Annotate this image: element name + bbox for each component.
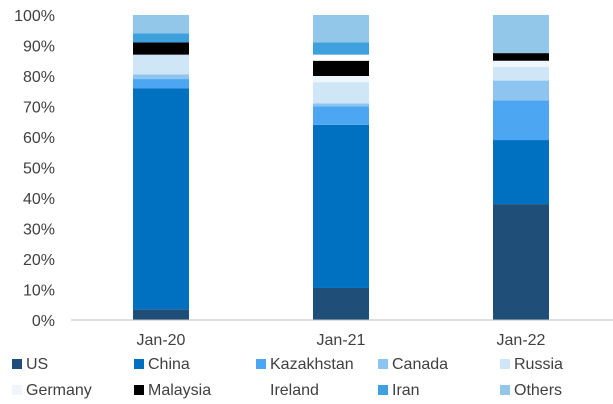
- legend-swatch: [378, 359, 388, 369]
- y-tick-label: 0%: [32, 313, 55, 330]
- legend-label: Malaysia: [148, 382, 211, 399]
- bar-segment-china: [493, 140, 549, 205]
- legend-swatch: [12, 359, 22, 369]
- bar-segment-us: [133, 309, 189, 320]
- y-tick-label: 50%: [23, 161, 55, 178]
- bar-segment-others: [133, 15, 189, 34]
- legend-item-others: Others: [500, 382, 562, 399]
- y-tick-label: 40%: [23, 191, 55, 208]
- bar-segment-others: [313, 15, 369, 43]
- bar-segment-us: [493, 204, 549, 320]
- legend-label: China: [148, 356, 190, 373]
- legend-item-malaysia: Malaysia: [134, 382, 211, 399]
- legend-swatch: [12, 385, 22, 395]
- bar-segment-ireland: [313, 54, 369, 61]
- bar-stack: [133, 15, 189, 320]
- bar-segment-canada: [133, 74, 189, 80]
- x-tick-label: Jan-21: [317, 332, 366, 349]
- bar-segment-kazakhstan: [493, 100, 549, 141]
- legend-swatch: [134, 385, 144, 395]
- bar-segment-malaysia: [313, 60, 369, 76]
- y-tick-label: 30%: [23, 222, 55, 239]
- legend-label: Russia: [514, 356, 563, 373]
- bar-segment-germany: [313, 76, 369, 83]
- y-tick-label: 80%: [23, 69, 55, 86]
- bar-segment-us: [313, 287, 369, 320]
- legend-label: Kazakhstan: [270, 356, 354, 373]
- legend-label: Canada: [392, 356, 448, 373]
- bar-segment-kazakhstan: [133, 79, 189, 89]
- bar-segment-germany: [493, 60, 549, 67]
- bar-segment-iran: [313, 42, 369, 55]
- legend-item-germany: Germany: [12, 382, 92, 399]
- y-axis: 0% 10% 20% 30% 40% 50% 60% 70% 80% 90% 100%: [14, 8, 55, 330]
- x-tick-label: Jan-20: [137, 332, 186, 349]
- bar-segment-canada: [313, 103, 369, 107]
- y-tick-label: 70%: [23, 100, 55, 117]
- legend-item-russia: Russia: [500, 356, 563, 373]
- legend: US China Kazakhstan Canada Russia Germany Mala…: [12, 356, 563, 399]
- legend-item-us: US: [12, 356, 48, 373]
- x-tick-label: Jan-22: [497, 332, 546, 349]
- bar-segment-canada: [493, 80, 549, 101]
- bar-segment-kazakhstan: [313, 106, 369, 125]
- legend-item-china: China: [134, 356, 190, 373]
- legend-item-ireland: Ireland: [256, 382, 319, 399]
- legend-item-canada: Canada: [378, 356, 448, 373]
- x-axis: Jan-20 Jan-21 Jan-22: [137, 332, 546, 349]
- bar-segment-russia: [493, 66, 549, 81]
- legend-label: Germany: [26, 382, 92, 399]
- bar-segment-others: [493, 15, 549, 54]
- legend-label: Ireland: [270, 382, 319, 399]
- legend-swatch: [500, 359, 510, 369]
- y-tick-label: 60%: [23, 130, 55, 147]
- bar-stack: [313, 15, 369, 320]
- y-tick-label: 100%: [14, 8, 55, 25]
- legend-swatch: [500, 385, 510, 395]
- legend-label: US: [26, 356, 48, 373]
- legend-swatch: [256, 385, 266, 395]
- bar-segment-china: [313, 124, 369, 288]
- bar-segment-malaysia: [493, 53, 549, 61]
- bars: [133, 15, 549, 320]
- legend-swatch: [378, 385, 388, 395]
- legend-swatch: [256, 359, 266, 369]
- bar-segment-china: [133, 88, 189, 310]
- legend-label: Others: [514, 382, 562, 399]
- legend-label: Iran: [392, 382, 420, 399]
- y-tick-label: 10%: [23, 283, 55, 300]
- bar-stack: [493, 15, 549, 320]
- y-tick-label: 20%: [23, 252, 55, 269]
- y-tick-label: 90%: [23, 39, 55, 56]
- bar-segment-iran: [133, 33, 189, 43]
- legend-swatch: [134, 359, 144, 369]
- legend-item-kazakhstan: Kazakhstan: [256, 356, 354, 373]
- bar-segment-russia: [313, 82, 369, 104]
- bar-segment-russia: [133, 54, 189, 75]
- legend-item-iran: Iran: [378, 382, 420, 399]
- bar-segment-malaysia: [133, 42, 189, 55]
